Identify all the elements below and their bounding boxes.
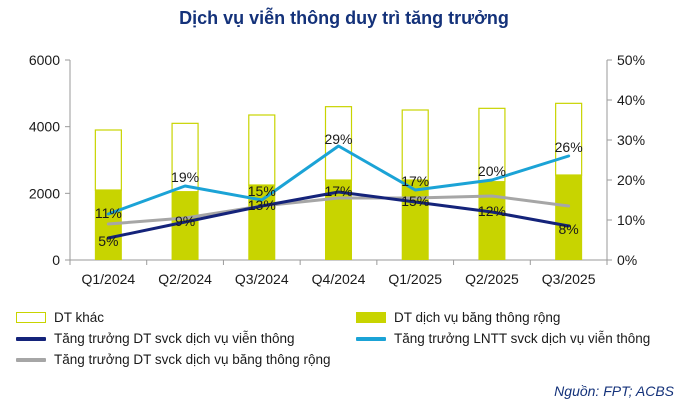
legend-label-other: DT khác	[54, 310, 105, 325]
legend-label-broadband-revenue-growth: Tăng trưởng DT svck dịch vụ băng thông r…	[54, 352, 331, 367]
bar-other	[401, 109, 429, 181]
bar-other	[94, 129, 122, 191]
bar-other	[478, 107, 506, 183]
data-label: 20%	[478, 163, 506, 179]
data-label: 19%	[171, 169, 199, 185]
legend-label-telecom-revenue-growth: Tăng trưởng DT svck dịch vụ viễn thông	[54, 331, 295, 346]
right-tick-label: 30%	[617, 132, 645, 148]
series-line-0	[106, 190, 571, 240]
data-label: 8%	[559, 221, 579, 237]
legend: DT khác DT dịch vụ băng thông rộng Tăng …	[16, 302, 676, 372]
legend-item-telecom-pbt-growth: Tăng trưởng LNTT svck dịch vụ viễn thông	[356, 331, 650, 346]
left-tick-label: 6000	[29, 52, 60, 68]
legend-swatch-other	[16, 312, 46, 323]
right-tick-label: 40%	[617, 92, 645, 108]
right-tick-label: 0%	[617, 252, 637, 268]
data-label: 26%	[555, 139, 583, 155]
left-tick-label: 4000	[29, 119, 60, 135]
data-label: 5%	[98, 233, 118, 249]
right-tick-label: 50%	[617, 52, 645, 68]
x-tick-label: Q2/2024	[158, 271, 212, 287]
x-tick-label: Q2/2025	[465, 271, 519, 287]
left-tick-label: 0	[52, 252, 60, 268]
data-label: 11%	[95, 205, 122, 221]
data-label: 17%	[324, 183, 352, 199]
legend-swatch-broadband-revenue-growth	[16, 357, 46, 362]
legend-swatch-telecom-pbt-growth	[356, 336, 386, 341]
bar-other	[324, 106, 353, 181]
x-tick-label: Q4/2024	[312, 271, 366, 287]
x-tick-label: Q1/2025	[388, 271, 442, 287]
x-tick-label: Q3/2025	[542, 271, 596, 287]
series-line-2	[106, 194, 571, 226]
bar-broadband	[171, 191, 199, 260]
legend-item-telecom-revenue-growth: Tăng trưởng DT svck dịch vụ viễn thông	[16, 331, 295, 346]
bar-broadband	[401, 180, 429, 260]
bar-other	[171, 122, 199, 193]
legend-item-broadband-revenue-growth: Tăng trưởng DT svck dịch vụ băng thông r…	[16, 352, 331, 367]
data-label: 12%	[478, 203, 506, 219]
chart-title: Dịch vụ viễn thông duy trì tăng trưởng	[179, 8, 509, 28]
x-tick-label: Q1/2024	[81, 271, 135, 287]
x-tick-label: Q3/2024	[235, 271, 289, 287]
data-label: 13%	[248, 197, 276, 213]
data-label: 17%	[401, 173, 429, 189]
legend-swatch-broadband	[356, 312, 386, 323]
right-tick-label: 10%	[617, 212, 645, 228]
data-label: 15%	[248, 183, 276, 199]
right-tick-label: 20%	[617, 172, 645, 188]
data-label: 9%	[175, 213, 195, 229]
bar-broadband	[555, 175, 583, 260]
data-label: 15%	[401, 193, 429, 209]
data-label: 29%	[324, 131, 352, 147]
left-tick-label: 2000	[29, 185, 60, 201]
legend-swatch-telecom-revenue-growth	[16, 336, 46, 341]
source-note: Nguồn: FPT; ACBS	[554, 383, 674, 399]
legend-item-broadband-revenue: DT dịch vụ băng thông rộng	[356, 310, 560, 325]
legend-label-broadband: DT dịch vụ băng thông rộng	[394, 310, 561, 325]
legend-item-other-revenue: DT khác	[16, 310, 104, 325]
bar-other	[248, 114, 276, 186]
legend-label-telecom-pbt-growth: Tăng trưởng LNTT svck dịch vụ viễn thông	[394, 331, 651, 346]
bar-broadband	[478, 181, 506, 260]
combo-chart: 0 2000 4000 6000 0% 10% 20% 30% 40% 50% Q1/2024 Q2/…	[29, 52, 645, 287]
bar-other	[555, 102, 583, 176]
series-line-1	[106, 144, 571, 216]
